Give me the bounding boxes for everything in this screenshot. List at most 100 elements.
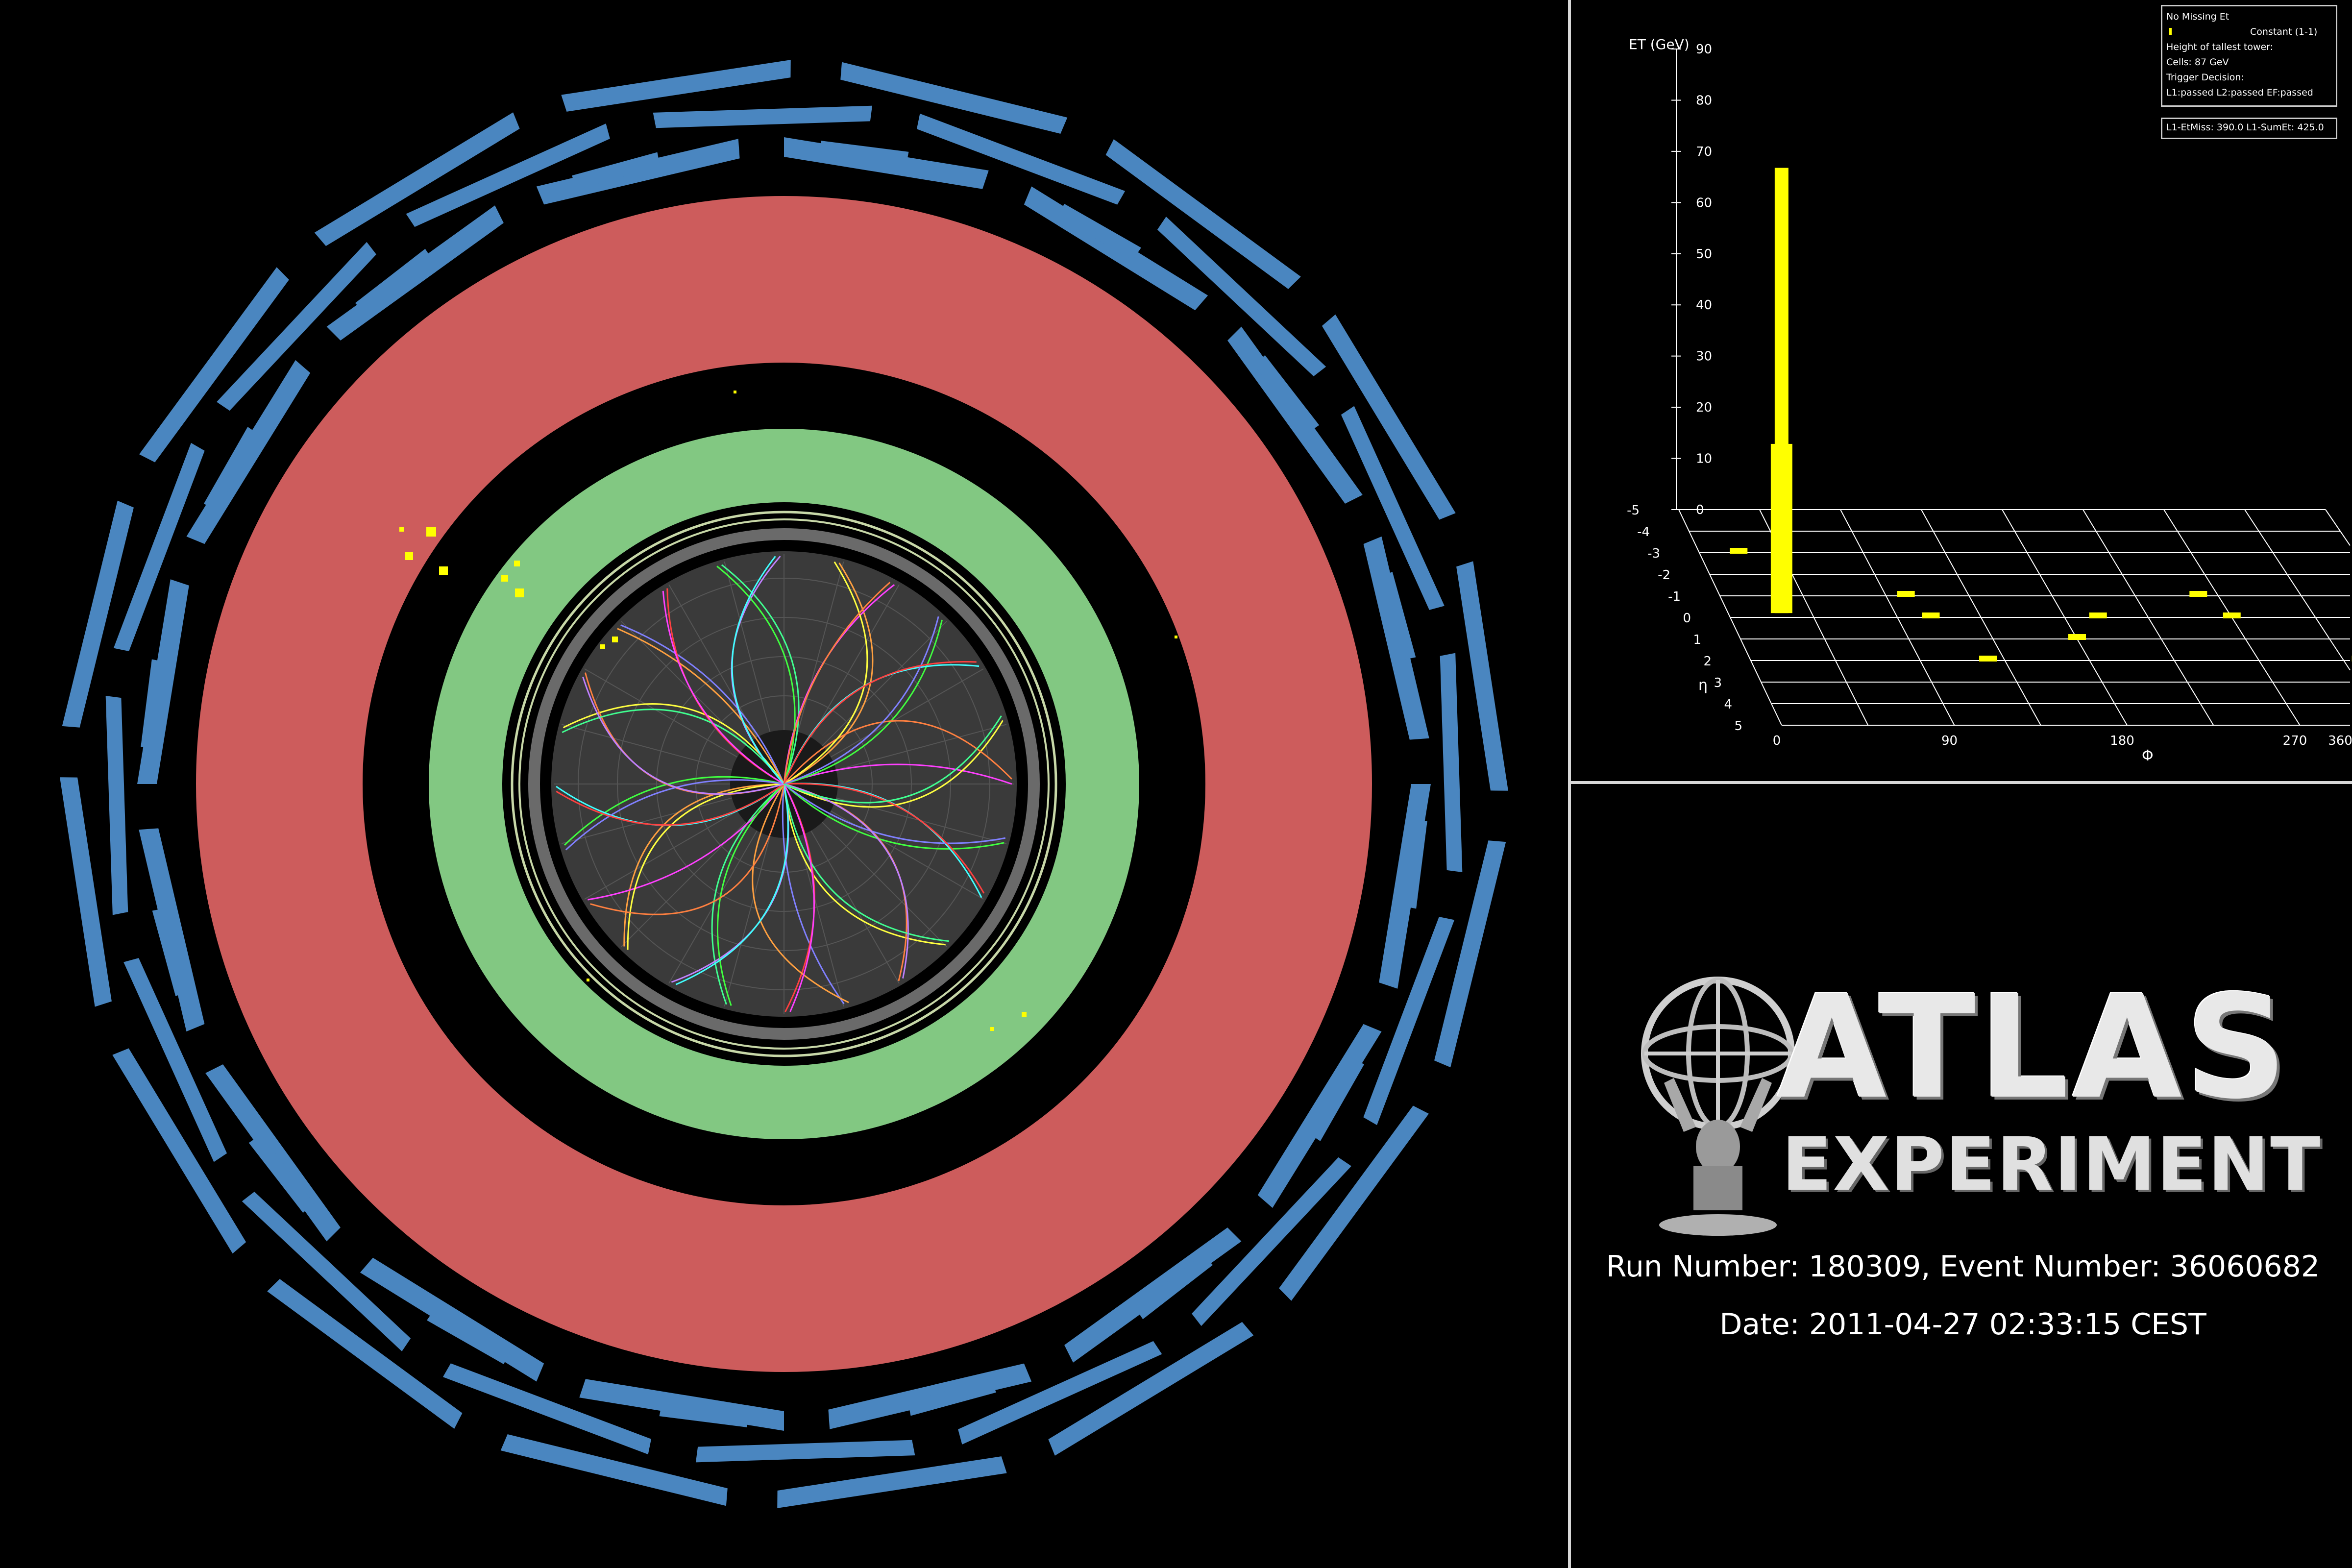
- et-tick-label: 10: [1696, 452, 1712, 466]
- muon-chamber: [152, 907, 190, 996]
- eta-tick-label: 1: [1693, 633, 1701, 647]
- track: [721, 564, 800, 784]
- logo-atlas: ATLAS: [1777, 965, 2290, 1130]
- muon-chamber: [500, 1434, 728, 1506]
- small-tower: [2068, 634, 2086, 640]
- eta-tick-label: -3: [1647, 546, 1660, 561]
- solenoid-ring: [511, 511, 1057, 1057]
- phi-tick-label: 90: [1941, 734, 1958, 748]
- et-tick-label: 70: [1696, 145, 1712, 159]
- muon-chamber: [442, 1363, 652, 1455]
- track: [716, 783, 785, 1006]
- constant-legend: Constant (1-1): [2166, 24, 2332, 40]
- grid-spoke: [584, 668, 738, 758]
- track: [556, 783, 784, 826]
- et-tick-label: 60: [1696, 196, 1712, 210]
- particle-tracks: [556, 556, 1012, 1012]
- energy-deposit: [587, 979, 589, 981]
- muon-chamber: [242, 1192, 411, 1351]
- detector-svg: [60, 60, 1508, 1508]
- energy-deposit: [734, 391, 736, 393]
- small-tower: [1922, 612, 1940, 618]
- energy-deposit: [405, 552, 413, 560]
- lego-grid-line: [2244, 509, 2351, 671]
- muon-chamber: [141, 659, 167, 748]
- muon-chamber: [1456, 561, 1508, 791]
- grid-spoke: [561, 797, 733, 844]
- track: [784, 783, 909, 979]
- track: [711, 783, 784, 1005]
- phi-tick-label: 270: [2283, 734, 2307, 748]
- phi-tick-label: 360: [2328, 734, 2352, 748]
- grid-spoke: [668, 584, 758, 738]
- grid-spoke: [724, 835, 771, 1007]
- track: [716, 565, 796, 784]
- energy-deposit: [990, 1027, 994, 1031]
- grid-spoke: [584, 810, 738, 900]
- energy-deposit: [426, 527, 436, 537]
- energy-deposit: [399, 527, 404, 532]
- energy-deposit: [1022, 1012, 1027, 1017]
- energy-deposit: [501, 575, 508, 582]
- phi-axis-label: Φ: [2142, 747, 2154, 764]
- muon-chamber: [1048, 1322, 1254, 1456]
- tower-base: [1770, 443, 1792, 613]
- track: [565, 779, 784, 851]
- phi-tick-label: 180: [2110, 734, 2134, 748]
- track: [783, 784, 815, 1012]
- eta-tick-label: -1: [1668, 589, 1681, 604]
- track: [620, 624, 785, 784]
- muon-chamber: [907, 1378, 996, 1416]
- info-panel: ATLAS EXPERIMENT Run Number: 180309, Eve…: [1568, 784, 2352, 1568]
- muon-chamber: [123, 958, 227, 1162]
- track: [784, 783, 985, 894]
- muon-chamber: [217, 242, 376, 411]
- grid-spoke: [561, 724, 733, 771]
- constant-label: Constant (1-1): [2250, 26, 2318, 37]
- muon-chamber: [1401, 820, 1427, 909]
- small-tower: [2189, 591, 2207, 597]
- energy-deposit: [600, 644, 605, 649]
- muon-chamber: [1434, 840, 1506, 1068]
- track: [675, 784, 789, 985]
- track: [590, 784, 785, 915]
- muon-chamber: [1341, 406, 1445, 610]
- trigger-decision-label: Trigger Decision:: [2166, 72, 2244, 83]
- muon-chamber: [561, 60, 791, 112]
- et-tick-label: 80: [1696, 93, 1712, 108]
- track: [784, 715, 1002, 804]
- muon-chamber: [840, 62, 1068, 134]
- muon-chamber: [1378, 572, 1416, 661]
- track: [784, 783, 1004, 850]
- energy-deposit: [1175, 636, 1177, 638]
- muon-chamber: [1322, 314, 1456, 520]
- eta-tick-label: -2: [1658, 568, 1670, 583]
- eta-axis-label: η: [1698, 677, 1708, 694]
- eta-tick-label: 3: [1714, 676, 1722, 690]
- et-tick-label: 50: [1696, 247, 1712, 262]
- phi-tick-label: 0: [1773, 734, 1781, 748]
- grid-spoke: [810, 830, 900, 984]
- no-missing-et: No Missing Et: [2166, 11, 2230, 22]
- muon-chamber: [695, 1440, 915, 1463]
- grid-spoke: [835, 724, 1007, 771]
- date-line: Date: 2011-04-27 02:33:15 CEST: [1719, 1307, 2206, 1342]
- atlas-logo-figure: [1641, 977, 1795, 1236]
- detector-view: [60, 0, 1571, 1568]
- track: [582, 676, 784, 795]
- muon-chamber: [139, 267, 289, 463]
- muon-chamber: [916, 113, 1126, 205]
- logo-experiment: EXPERIMENT: [1782, 1122, 2322, 1207]
- track: [752, 784, 849, 1004]
- legend-box: No Missing Et Constant (1-1) Height of t…: [2161, 5, 2337, 107]
- small-tower: [1979, 656, 1997, 662]
- track: [783, 582, 891, 784]
- grid-ring: [578, 578, 990, 990]
- energy-deposit: [514, 561, 520, 566]
- et-tick-label: 20: [1696, 400, 1712, 415]
- muon-chamber: [427, 1308, 511, 1365]
- muon-chamber: [1279, 1105, 1429, 1301]
- muon-chamber: [820, 141, 909, 167]
